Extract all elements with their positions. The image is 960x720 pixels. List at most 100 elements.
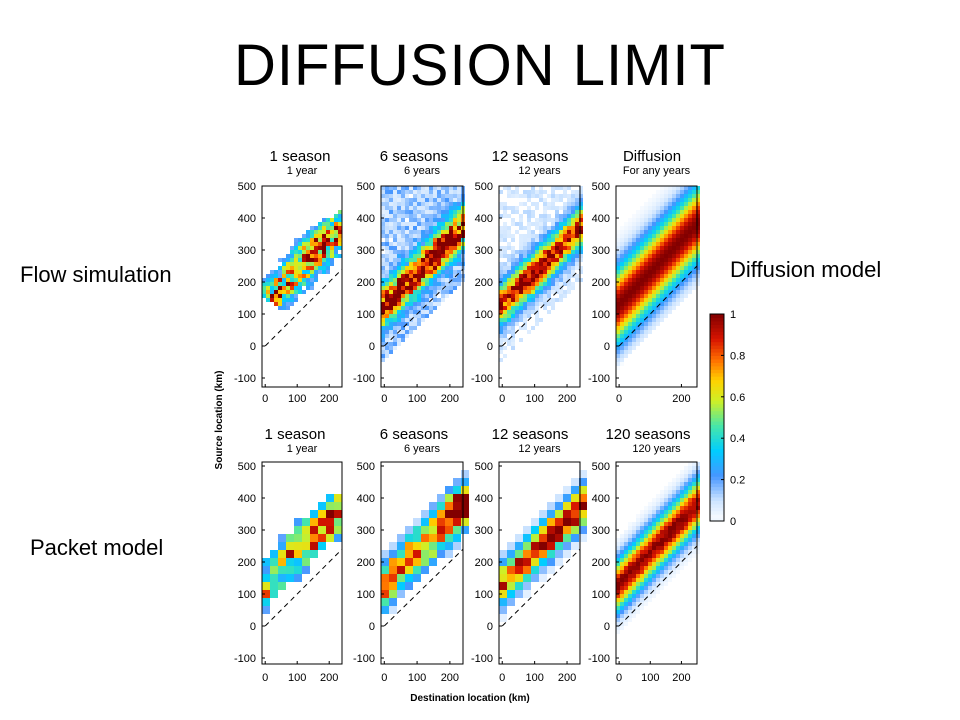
heatmap-cell (290, 286, 294, 290)
heatmap-cell (381, 290, 385, 294)
heatmap-cell (668, 526, 672, 530)
colorbar-segment (710, 376, 724, 381)
heatmap-cell (405, 206, 409, 210)
heatmap-cell (688, 462, 692, 466)
heatmap-cell (636, 566, 640, 570)
heatmap-cell (290, 274, 294, 278)
heatmap-cell (668, 266, 672, 270)
heatmap-cell (676, 486, 680, 490)
heatmap-cell (507, 298, 511, 302)
heatmap-cell (660, 294, 664, 298)
heatmap-cell (385, 274, 389, 278)
heatmap-cell (680, 502, 684, 506)
heatmap-cell (567, 238, 571, 242)
heatmap-cell (286, 294, 290, 298)
heatmap-cell (579, 278, 583, 282)
heatmap-cell (680, 258, 684, 262)
heatmap-cell (507, 262, 511, 266)
heatmap-cell (648, 594, 652, 598)
heatmap-cell (539, 278, 543, 282)
heatmap-cell (515, 278, 519, 282)
heatmap-cell (409, 254, 413, 258)
heatmap-cell (684, 222, 688, 226)
heatmap-cell (620, 626, 624, 630)
colorbar-segment (710, 362, 724, 367)
heatmap-cell (385, 198, 389, 202)
heatmap-cell (680, 478, 684, 482)
heatmap-cell (616, 322, 620, 326)
heatmap-cell (389, 314, 393, 318)
heatmap-cell (624, 302, 628, 306)
heatmap-cell (282, 306, 286, 310)
heatmap-cell (294, 242, 298, 246)
heatmap-cell (632, 586, 636, 590)
heatmap-cell (389, 342, 393, 346)
heatmap-cell (539, 266, 543, 270)
heatmap-cell (640, 294, 644, 298)
heatmap-cell (684, 202, 688, 206)
heatmap-cell (449, 198, 453, 202)
heatmap-cell (393, 322, 397, 326)
heatmap-cell (523, 318, 527, 322)
heatmap-cell (624, 250, 628, 254)
heatmap-cell (385, 194, 389, 198)
heatmap-cell (266, 290, 270, 294)
heatmap-cell (571, 206, 575, 210)
heatmap-cell (684, 190, 688, 194)
heatmap-cell (270, 290, 274, 294)
heatmap-cell (640, 286, 644, 290)
heatmap-cell (539, 566, 547, 574)
heatmap-cell (499, 550, 507, 558)
heatmap-cell (551, 226, 555, 230)
heatmap-cell (294, 566, 302, 574)
heatmap-cell (648, 210, 652, 214)
heatmap-cell (401, 222, 405, 226)
heatmap-cell (409, 246, 413, 250)
heatmap-cell (515, 318, 519, 322)
heatmap-cell (499, 294, 503, 298)
heatmap-cell (503, 334, 507, 338)
heatmap-cell (290, 270, 294, 274)
heatmap-cell (644, 326, 648, 330)
heatmap-cell (664, 298, 668, 302)
heatmap-cell (616, 362, 620, 366)
heatmap-cell (457, 258, 461, 262)
heatmap-cell (278, 574, 286, 582)
colorbar-segment (710, 517, 724, 522)
caption-top-4: Diffusion (622, 148, 682, 165)
heatmap-cell (632, 326, 636, 330)
heatmap-cell (385, 186, 389, 190)
heatmap-cell (527, 250, 531, 254)
heatmap-cell (672, 506, 676, 510)
heatmap-cell (620, 274, 624, 278)
heatmap-cell (437, 230, 441, 234)
heatmap-cell (401, 290, 405, 294)
heatmap-cell (563, 246, 567, 250)
heatmap-cell (507, 190, 511, 194)
heatmap-cell (624, 546, 628, 550)
heatmap-cell (563, 502, 571, 510)
heatmap-cell (680, 294, 684, 298)
heatmap-cell (632, 590, 636, 594)
heatmap-cell (531, 238, 535, 242)
colorbar-segment (710, 348, 724, 353)
heatmap-cell (282, 258, 286, 262)
heatmap-cell (523, 574, 531, 582)
heatmap-cell (648, 286, 652, 290)
heatmap-cell (636, 230, 640, 234)
heatmap-cell (385, 242, 389, 246)
heatmap-cell (632, 246, 636, 250)
y-tick-label: -100 (588, 373, 610, 385)
heatmap-cell (644, 522, 648, 526)
heatmap-cell (413, 314, 417, 318)
heatmap-cell (628, 346, 632, 350)
heatmap-cell (555, 230, 559, 234)
heatmap-cell (664, 210, 668, 214)
heatmap-cell (644, 306, 648, 310)
heatmap-cell (656, 226, 660, 230)
heatmap-cell (523, 190, 527, 194)
heatmap-cell (507, 550, 515, 558)
heatmap-cell (547, 270, 551, 274)
heatmap-cell (445, 238, 449, 242)
heatmap-cell (684, 230, 688, 234)
